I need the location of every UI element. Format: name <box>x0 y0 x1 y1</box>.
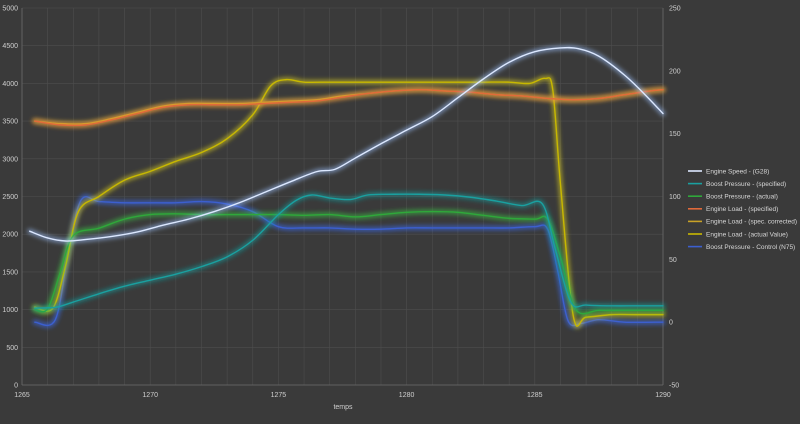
y-right-tick-label: 150 <box>669 131 681 138</box>
x-tick-label: 1275 <box>271 392 287 399</box>
x-tick-label: 1265 <box>14 392 30 399</box>
series-group <box>27 45 666 244</box>
y-right-tick-label: 200 <box>669 68 681 75</box>
legend-label: Boost Pressure - (actual) <box>706 194 778 201</box>
y-left-tick-label: 4500 <box>2 43 18 50</box>
y-right-tick-label: 50 <box>669 257 677 264</box>
axes: 1265 1270 1275 1280 1285 12900500100015002000… <box>2 6 680 400</box>
series-line <box>34 196 664 327</box>
x-tick-label: 1280 <box>399 392 415 399</box>
y-left-tick-label: 2000 <box>2 232 18 239</box>
y-left-tick-label: 3500 <box>2 119 18 126</box>
series-group <box>32 194 666 329</box>
series-line <box>34 88 664 127</box>
y-right-tick-label: 250 <box>669 6 681 13</box>
y-left-tick-label: 500 <box>6 345 18 352</box>
legend: Engine Speed - (G28) Boost Pressure - (sp… <box>688 168 797 251</box>
series-group <box>32 87 666 128</box>
y-left-tick-label: 0 <box>14 383 18 390</box>
legend-label: Engine Load - (specified) <box>706 206 778 213</box>
y-right-tick-label: -50 <box>669 383 679 390</box>
x-axis-title: temps <box>333 404 353 411</box>
legend-label: Engine Load - (actual Value) <box>706 231 788 238</box>
x-tick-label: 1285 <box>527 392 543 399</box>
series-line <box>28 46 664 242</box>
y-left-tick-label: 1000 <box>2 307 18 314</box>
legend-label: Engine Speed - (G28) <box>706 168 769 175</box>
x-tick-label: 1270 <box>142 392 158 399</box>
series-lines <box>27 45 666 329</box>
x-tick-label: 1290 <box>655 392 671 399</box>
legend-label: Boost Pressure - Control (N75) <box>706 244 795 251</box>
series-group <box>32 191 666 311</box>
y-left-tick-label: 1500 <box>2 269 18 276</box>
y-left-tick-label: 4000 <box>2 81 18 88</box>
series-glow <box>32 191 666 311</box>
y-left-tick-label: 5000 <box>2 6 18 13</box>
series-line <box>34 77 664 327</box>
series-group <box>32 75 666 329</box>
y-right-tick-label: 100 <box>669 194 681 201</box>
y-right-tick-label: 0 <box>669 320 673 327</box>
legend-label: Boost Pressure - (specified) <box>706 181 786 188</box>
legend-label: Engine Load - (spec. corrected) <box>706 219 797 226</box>
series-line <box>34 193 664 309</box>
y-left-tick-label: 2500 <box>2 194 18 201</box>
y-left-tick-label: 3000 <box>2 156 18 163</box>
gridlines <box>21 7 664 386</box>
series-glow <box>32 87 666 128</box>
